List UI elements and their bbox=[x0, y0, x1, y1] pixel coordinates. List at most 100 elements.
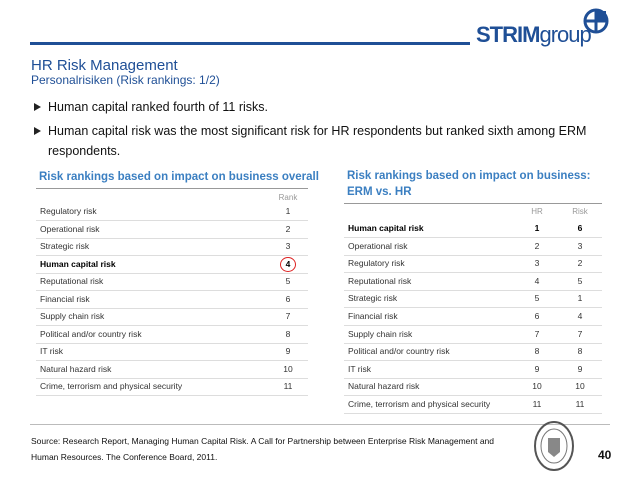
table-row: Financial risk 6 bbox=[36, 291, 308, 309]
table-row: IT risk 9 bbox=[36, 343, 308, 361]
title: HR Risk Management bbox=[31, 57, 178, 74]
table-row: Regulatory risk 1 bbox=[36, 203, 308, 221]
logo: STRIMgroup bbox=[476, 22, 592, 48]
table-row: Operational risk 2 3 bbox=[344, 238, 602, 256]
rank: 7 bbox=[534, 328, 540, 339]
column-header: Risk bbox=[572, 207, 588, 216]
table-row: Regulatory risk 3 2 bbox=[344, 255, 602, 274]
row-label: Human capital risk bbox=[348, 223, 424, 233]
rank: 1 bbox=[577, 293, 583, 304]
table-title: Risk rankings based on impact on busines… bbox=[39, 171, 319, 183]
row-label: Strategic risk bbox=[40, 241, 90, 251]
table-row: Financial risk 6 4 bbox=[344, 308, 602, 326]
rank: 8 bbox=[577, 346, 583, 357]
row-label: Supply chain risk bbox=[40, 311, 105, 321]
bullet-marker bbox=[34, 127, 41, 135]
row-label: Regulatory risk bbox=[348, 258, 405, 269]
row-label: Reputational risk bbox=[40, 276, 104, 286]
row-label: Supply chain risk bbox=[348, 328, 413, 339]
bullet-text: Human capital ranked fourth of 11 risks. bbox=[48, 100, 269, 114]
rank: 11 bbox=[283, 381, 293, 391]
row-label: Financial risk bbox=[40, 293, 90, 304]
bullet-marker bbox=[34, 103, 41, 111]
rank: 10 bbox=[532, 381, 542, 392]
table-row: Reputational risk 5 bbox=[36, 273, 308, 291]
logo-icon bbox=[583, 8, 609, 34]
table-row: Natural hazard risk 10 bbox=[36, 361, 308, 379]
logo-strim: STRIM bbox=[476, 22, 540, 47]
column-header: HR bbox=[531, 207, 543, 216]
rank: 4 bbox=[534, 275, 540, 286]
row-label: IT risk bbox=[348, 363, 371, 374]
rank: 5 bbox=[285, 276, 291, 286]
row-label: Financial risk bbox=[348, 311, 398, 321]
rank: 5 bbox=[534, 293, 540, 304]
table-row: Operational risk 2 bbox=[36, 221, 308, 239]
row-label: Crime, terrorism and physical security bbox=[40, 381, 183, 391]
source: Source: Research Report, Managing Human … bbox=[31, 436, 495, 446]
rank: 7 bbox=[285, 311, 291, 321]
row-label: Crime, terrorism and physical security bbox=[348, 399, 491, 409]
rank: 11 bbox=[532, 399, 542, 409]
rank: 4 bbox=[577, 311, 583, 321]
row-label: Human capital risk bbox=[40, 258, 116, 269]
rank: 2 bbox=[534, 240, 540, 251]
title-rule bbox=[36, 188, 308, 189]
footer-rule bbox=[30, 424, 610, 425]
table-row: Strategic risk 3 bbox=[36, 238, 308, 256]
rank: 11 bbox=[575, 399, 585, 409]
table-row: Supply chain risk 7 7 bbox=[344, 326, 602, 344]
table-row: Crime, terrorism and physical security 11 bbox=[36, 378, 308, 396]
rank: 9 bbox=[285, 346, 291, 356]
row-label: IT risk bbox=[40, 346, 63, 356]
table-row: Political and/or country risk 8 8 bbox=[344, 343, 602, 362]
rank: 6 bbox=[285, 293, 291, 304]
table-row: Strategic risk 5 1 bbox=[344, 290, 602, 309]
row-label: Reputational risk bbox=[348, 275, 412, 286]
column-header: Rank bbox=[278, 193, 298, 202]
table-row: Reputational risk 4 5 bbox=[344, 273, 602, 291]
table-row: Human capital risk 1 6 bbox=[344, 220, 602, 238]
table-title: Risk rankings based on impact on busines… bbox=[347, 170, 591, 182]
rank: 2 bbox=[285, 223, 291, 234]
rank: 6 bbox=[534, 311, 540, 321]
table-title: ERM vs. HR bbox=[347, 186, 412, 198]
row-label: Natural hazard risk bbox=[40, 363, 112, 374]
rank: 3 bbox=[577, 240, 583, 251]
logo-group: group bbox=[539, 22, 591, 47]
source: Human Resources. The Conference Board, 2… bbox=[31, 452, 218, 462]
row-label: Political and/or country risk bbox=[348, 346, 450, 357]
table-row: Crime, terrorism and physical security 11… bbox=[344, 396, 602, 414]
rank: 6 bbox=[577, 223, 583, 233]
table-row: IT risk 9 9 bbox=[344, 361, 602, 379]
table-row: Human capital risk 4 bbox=[36, 256, 308, 274]
subtitle: Personalrisiken (Risk rankings: 1/2) bbox=[31, 73, 220, 87]
rank: 9 bbox=[577, 363, 583, 374]
rank: 1 bbox=[534, 223, 540, 233]
rank: 9 bbox=[534, 363, 540, 374]
rank: 7 bbox=[577, 328, 583, 339]
rank: 3 bbox=[285, 241, 291, 251]
header-rule bbox=[30, 42, 470, 45]
highlight-circle bbox=[280, 256, 296, 272]
rank: 10 bbox=[283, 363, 293, 374]
row-label: Regulatory risk bbox=[40, 206, 97, 216]
row-label: Operational risk bbox=[40, 223, 100, 234]
rank: 8 bbox=[534, 346, 540, 357]
row-label: Operational risk bbox=[348, 240, 408, 251]
row-label: Strategic risk bbox=[348, 293, 398, 304]
title-rule bbox=[344, 203, 602, 204]
rank: 10 bbox=[575, 381, 585, 392]
page-number: 40 bbox=[598, 448, 612, 462]
rank: 1 bbox=[285, 206, 291, 216]
rank: 5 bbox=[577, 275, 583, 286]
table-row: Political and/or country risk 8 bbox=[36, 326, 308, 344]
bullet-text: Human capital risk was the most signific… bbox=[48, 124, 587, 158]
table-row: Natural hazard risk 10 10 bbox=[344, 378, 602, 397]
row-label: Political and/or country risk bbox=[40, 328, 142, 339]
row-label: Natural hazard risk bbox=[348, 381, 420, 392]
seal bbox=[534, 421, 574, 471]
rank: 8 bbox=[285, 328, 291, 339]
rank: 3 bbox=[534, 258, 540, 269]
